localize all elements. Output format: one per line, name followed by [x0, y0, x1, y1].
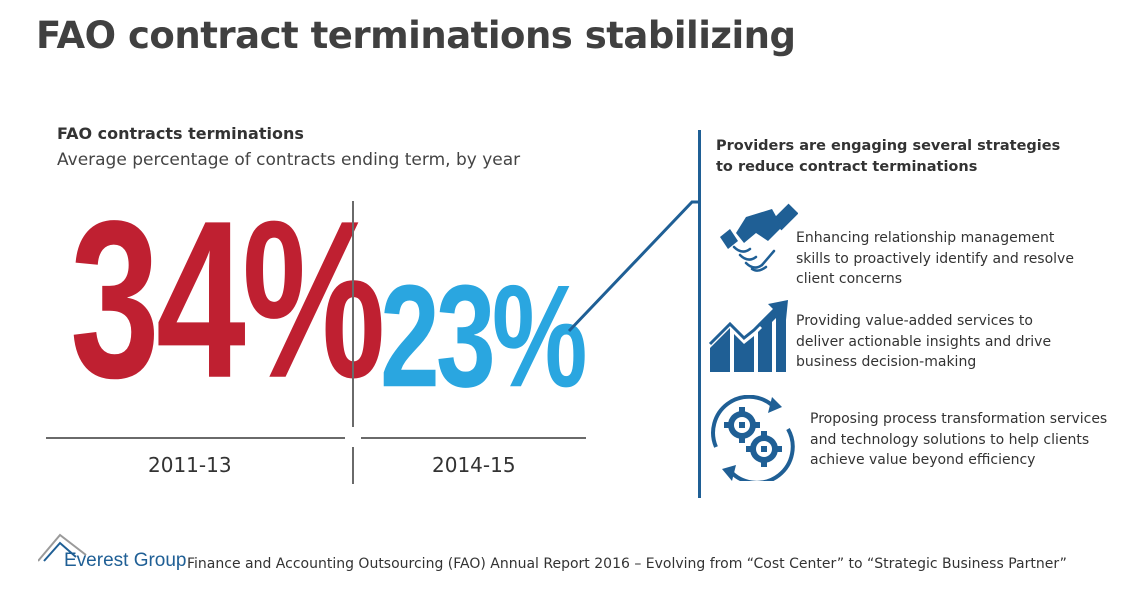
handshake-icon	[720, 203, 798, 272]
divider-upper	[352, 201, 354, 427]
growth-chart-icon	[708, 300, 788, 372]
strategy-text-1: Enhancing relationship management skills…	[796, 230, 1074, 287]
strategy-text-3: Proposing process transformation service…	[810, 411, 1108, 468]
strategies-bar	[698, 130, 701, 498]
everest-logo-icon	[38, 533, 87, 562]
value-2011-13: 34%	[70, 174, 386, 426]
footer-caption: Finance and Accounting Outsourcing (FAO)…	[187, 556, 1067, 572]
logo-text: Everest Group	[64, 550, 187, 571]
period-label-2014-15: 2014-15	[432, 453, 516, 477]
chart-heading: FAO contracts terminations	[57, 124, 304, 143]
strategy-text-2: Providing value-added services to delive…	[796, 313, 1052, 370]
period-label-2011-13: 2011-13	[148, 453, 232, 477]
process-gears-icon	[711, 395, 795, 481]
connector-line	[567, 200, 700, 333]
page-title: FAO contract terminations stabilizing	[36, 14, 796, 57]
chart-subheading: Average percentage of contracts ending t…	[57, 150, 521, 170]
baseline-left	[46, 437, 345, 439]
value-2014-15: 23%	[380, 254, 588, 418]
divider-lower	[352, 447, 354, 484]
baseline-right	[361, 437, 586, 439]
strategies-heading: Providers are engaging several strategie…	[716, 138, 1061, 175]
